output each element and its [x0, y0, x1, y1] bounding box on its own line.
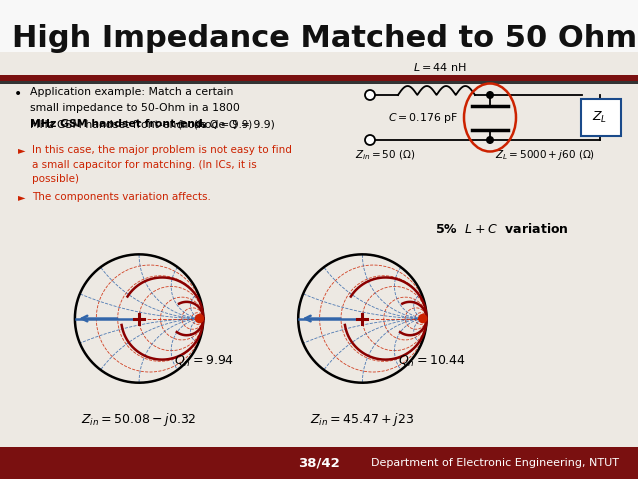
Text: Department of Electronic Engineering, NTUT: Department of Electronic Engineering, NT… [371, 458, 619, 468]
FancyBboxPatch shape [581, 99, 621, 136]
Text: possible): possible) [32, 174, 79, 184]
Circle shape [486, 91, 494, 99]
Text: Application example: Match a certain: Application example: Match a certain [30, 87, 234, 97]
Text: In this case, the major problem is not easy to find: In this case, the major problem is not e… [32, 145, 292, 155]
Bar [0, 52, 638, 447]
Text: $Z_{in} = 45.47 + j23$: $Z_{in} = 45.47 + j23$ [310, 411, 415, 428]
Text: $Z_L=5000+j60\ (\Omega)$: $Z_L=5000+j60\ (\Omega)$ [495, 148, 595, 162]
Text: $Z_{in}=50\ (\Omega)$: $Z_{in}=50\ (\Omega)$ [355, 148, 415, 161]
Bar [0, 81, 638, 84]
Text: 5%  $L+C$  variation: 5% $L+C$ variation [434, 222, 568, 236]
Text: MHz GSM handset front-end.  (node Q = 9.9): MHz GSM handset front-end. (node Q = 9.9… [30, 119, 275, 129]
Text: $L = 44$ nH: $L = 44$ nH [413, 61, 467, 73]
Circle shape [365, 90, 375, 100]
Circle shape [365, 135, 375, 145]
Text: a small capacitor for matching. (In ICs, it is: a small capacitor for matching. (In ICs,… [32, 160, 256, 170]
Text: High Impedance Matched to 50 Ohm: High Impedance Matched to 50 Ohm [12, 23, 637, 53]
Text: $Z_{in} = 50.08 - j0.32$: $Z_{in} = 50.08 - j0.32$ [81, 411, 197, 428]
Text: ►: ► [18, 192, 26, 202]
Bar [0, 447, 638, 479]
Text: $C = 0.176$ pF: $C = 0.176$ pF [388, 111, 458, 125]
Bar [0, 0, 638, 75]
Circle shape [419, 315, 427, 322]
Text: 38/42: 38/42 [298, 456, 340, 469]
Text: •: • [14, 87, 22, 101]
Text: small impedance to 50-Ohm in a 1800: small impedance to 50-Ohm in a 1800 [30, 103, 240, 113]
Text: The components variation affects.: The components variation affects. [32, 192, 211, 202]
Circle shape [486, 136, 494, 144]
Text: $Q_n = 10.44$: $Q_n = 10.44$ [397, 354, 466, 369]
Text: $Z_L$: $Z_L$ [593, 110, 607, 125]
Circle shape [195, 315, 204, 322]
Bar [0, 75, 638, 81]
Text: MHz GSM handset front-end.: MHz GSM handset front-end. [30, 119, 211, 129]
Text: $Q_n = 9.94$: $Q_n = 9.94$ [174, 354, 235, 369]
Text: ►: ► [18, 145, 26, 155]
Text: (node Q = 9.9): (node Q = 9.9) [178, 119, 252, 129]
